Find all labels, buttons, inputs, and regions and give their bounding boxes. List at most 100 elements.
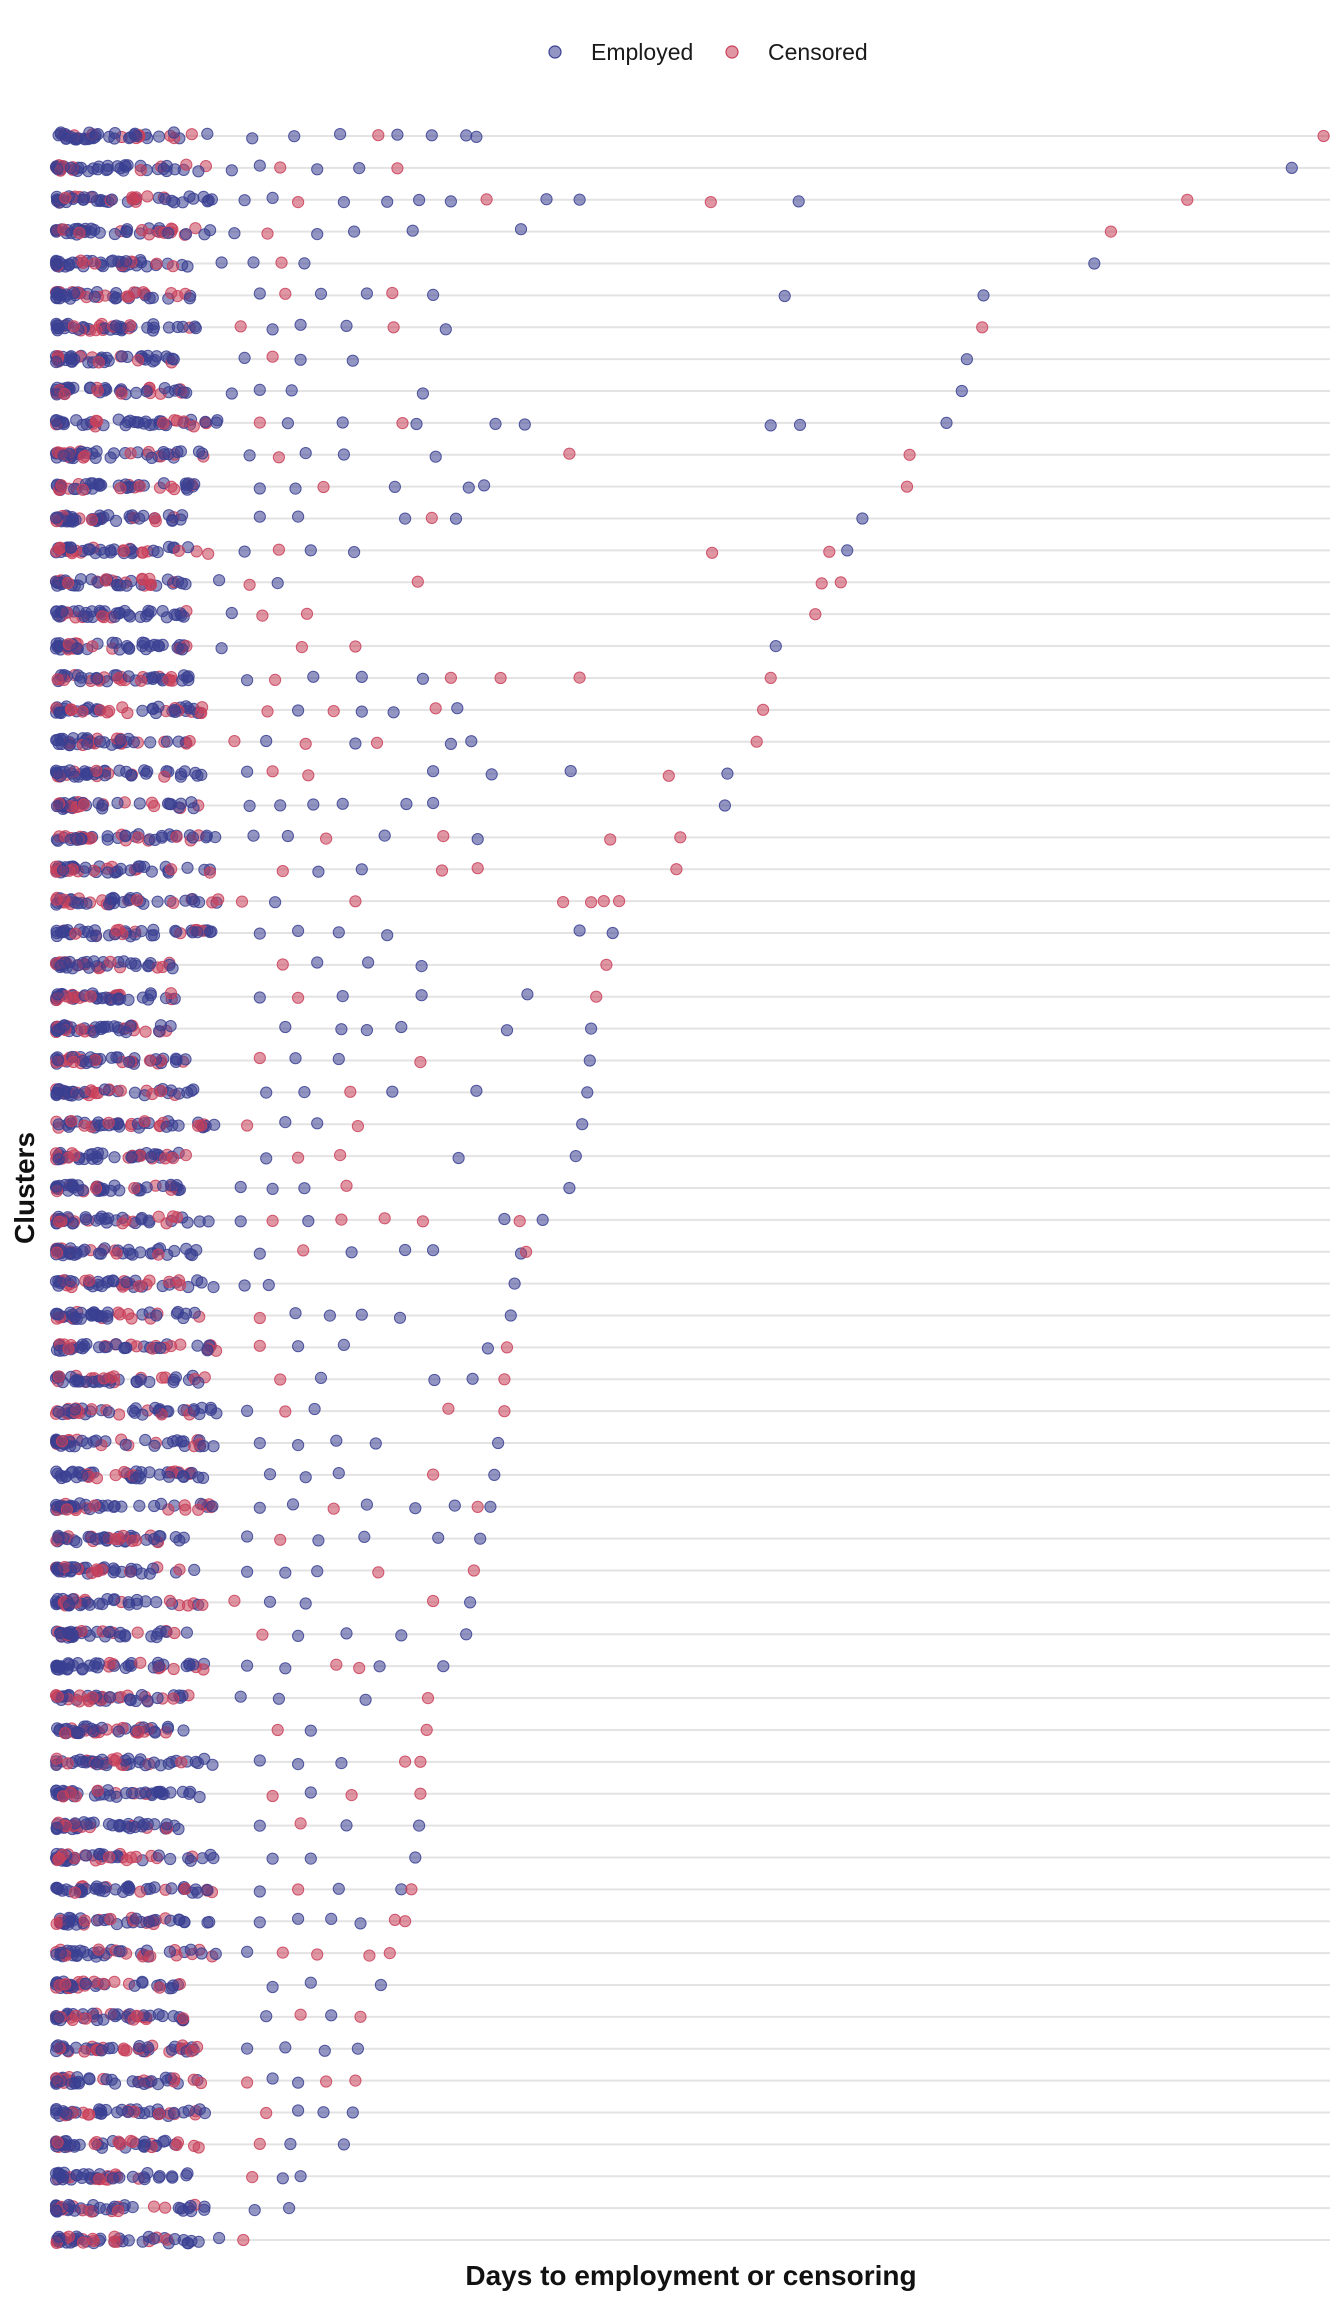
cluster-max-point [474,1532,487,1545]
data-point [139,1025,152,1038]
data-point [59,1727,72,1740]
data-point [243,578,256,591]
data-point [359,1693,372,1706]
data-point [263,1468,277,1481]
cluster-max-point [460,1628,473,1641]
data-point [177,1724,190,1737]
cluster-max-point [399,1915,412,1928]
data-point [266,350,279,363]
cluster-max-point [498,1405,511,1418]
data-point [348,546,361,559]
data-point [152,1210,165,1223]
data-point [167,1692,180,1705]
cluster-max-point [590,990,603,1003]
data-point [406,224,419,237]
data-point [317,480,330,494]
data-point [64,1786,78,1799]
data-point [98,1881,111,1894]
data-point [292,2104,305,2117]
data-point [260,2010,273,2023]
data-point [71,642,84,655]
data-point [386,286,399,300]
data-point [52,1405,65,1418]
data-point [110,924,123,937]
data-point [85,513,99,527]
data-point [207,1440,220,1453]
data-point [99,991,113,1004]
data-point [381,929,394,942]
data-point [348,225,361,238]
data-point [65,1115,78,1128]
data-point [136,2235,149,2248]
data-point [88,1499,101,1512]
data-point [334,128,347,141]
data-point [163,1275,176,1289]
data-point [76,483,90,496]
data-point [192,1119,205,1132]
data-point [64,541,77,554]
data-point [138,2077,151,2090]
data-point [70,1949,83,1963]
data-point [79,1211,92,1224]
data-point [298,1086,311,1099]
data-point [314,1371,328,1385]
data-point [345,1789,358,1802]
gridlines [56,135,1330,2241]
data-point [279,1405,292,1418]
data-point [399,512,412,525]
data-point [263,1595,277,1608]
data-point [448,1499,461,1512]
data-point [158,448,171,461]
data-point [70,1312,83,1326]
data-point [302,1215,315,1228]
data-point [76,1245,89,1258]
data-point [101,866,114,879]
data-point [71,2071,84,2084]
data-point [102,1818,116,1831]
data-point [198,2107,211,2120]
data-point [241,1659,254,1672]
data-point [416,1215,429,1228]
cluster-max-point [351,2042,364,2055]
data-point [168,608,181,621]
cluster-max-point [670,863,683,876]
data-point [171,575,185,588]
data-point [192,445,206,458]
data-point [360,1024,373,1037]
data-point [355,863,368,876]
data-point [70,2169,84,2182]
data-point [85,1084,98,1097]
data-point [132,1725,145,1738]
data-point [327,705,340,718]
data-point [110,1247,123,1260]
data-point [91,415,104,428]
data-point [489,417,502,430]
data-point [191,1756,205,1770]
data-point [169,1052,183,1065]
data-point [109,1883,122,1896]
data-point [57,2105,70,2118]
legend: Employed Censored [548,39,868,65]
data-point [195,1947,208,1960]
data-point [171,2136,185,2149]
data-point [514,223,528,236]
data-point [88,257,101,270]
data-point [327,1502,340,1515]
data-point [189,322,202,335]
data-point [307,798,320,811]
data-point [304,1852,317,1865]
data-point [335,1757,348,1770]
data-point [162,321,176,334]
data-point [266,323,279,336]
data-point [179,1503,192,1516]
cluster-max-point [674,831,687,844]
data-point [427,796,440,810]
data-point [286,1498,300,1511]
data-point [51,673,64,686]
cluster-max-point [841,544,854,557]
data-point [76,705,89,718]
data-point [98,1083,111,1096]
data-point [125,1151,138,1164]
data-point [187,192,200,205]
data-point [311,228,324,241]
